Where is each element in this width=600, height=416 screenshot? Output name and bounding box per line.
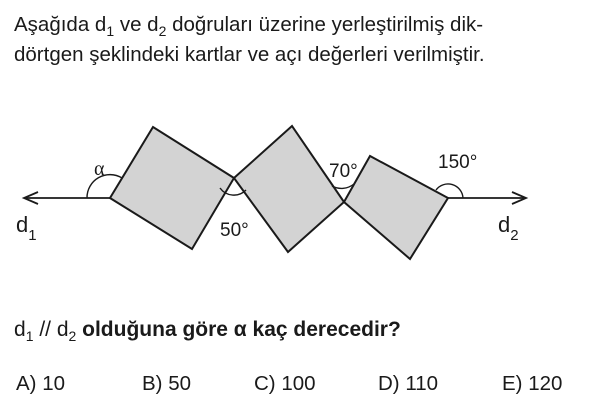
line-d2-arrowhead bbox=[511, 191, 529, 205]
intro-part-a: Aşağıda d bbox=[14, 13, 107, 36]
card-3 bbox=[342, 154, 450, 261]
geometry-figure: α 50° 70° 150° d1 d2 bbox=[16, 124, 529, 261]
card-2 bbox=[232, 124, 346, 254]
angle-50-arc bbox=[219, 187, 247, 196]
choice-c[interactable]: C) 100 bbox=[254, 372, 316, 395]
question-sub-2: 2 bbox=[68, 328, 77, 344]
line-d2-label: d2 bbox=[498, 212, 519, 244]
angle-70-arc bbox=[331, 183, 355, 190]
choice-e[interactable]: E) 120 bbox=[502, 372, 563, 395]
intro-line-2: dörtgen şeklindeki kartlar ve açı değerl… bbox=[14, 43, 485, 66]
angle-150-label: 150° bbox=[438, 152, 477, 173]
angle-alpha-arc bbox=[86, 173, 123, 199]
choice-a[interactable]: A) 10 bbox=[16, 372, 65, 395]
card-1 bbox=[108, 125, 236, 251]
question-body: olduğuna göre α kaç derecedir? bbox=[76, 318, 401, 341]
question-parallel: // d bbox=[33, 318, 69, 341]
line-d1-arrowhead bbox=[21, 191, 39, 205]
intro-line-1: Aşağıda d1 ve d2 doğruları üzerine yerle… bbox=[14, 10, 594, 40]
intro-part-c: doğruları üzerine yerleştirilmiş dik- bbox=[166, 13, 484, 36]
angle-50-label: 50° bbox=[220, 220, 249, 241]
intro-text: Aşağıda d1 ve d2 doğruları üzerine yerle… bbox=[14, 10, 594, 70]
choice-b[interactable]: B) 50 bbox=[142, 372, 191, 395]
intro-part-b: ve d bbox=[114, 13, 159, 36]
question-d1: d bbox=[14, 318, 26, 341]
intro-sub-1: 1 bbox=[106, 23, 115, 39]
angle-70-label: 70° bbox=[329, 161, 358, 182]
question-sub-1: 1 bbox=[25, 328, 34, 344]
angle-150-arc bbox=[435, 183, 464, 199]
intro-sub-2: 2 bbox=[158, 23, 167, 39]
line-d1-label: d1 bbox=[16, 212, 37, 244]
question-text: d1 // d2 olduğuna göre α kaç derecedir? bbox=[14, 318, 401, 344]
choice-d[interactable]: D) 110 bbox=[378, 372, 439, 395]
angle-alpha-label: α bbox=[94, 158, 105, 180]
